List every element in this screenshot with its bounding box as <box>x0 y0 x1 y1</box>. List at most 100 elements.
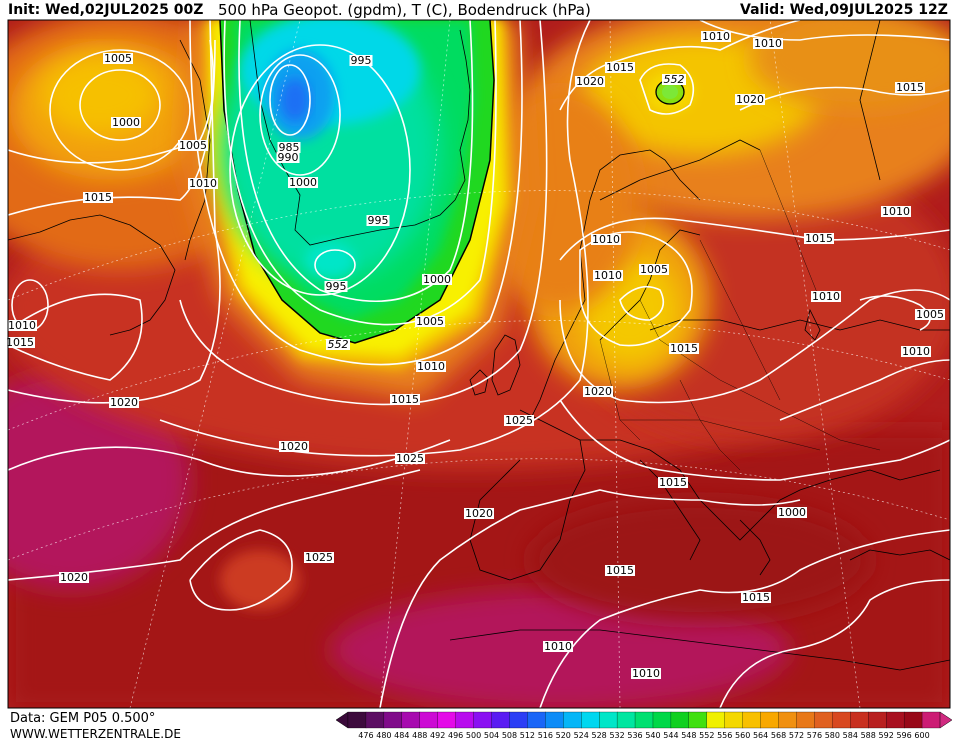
isobar-label: 1005 <box>179 139 207 152</box>
legend-tick: 548 <box>681 731 696 740</box>
isobar-label: 995 <box>326 280 347 293</box>
isobar-label: 1000 <box>778 506 806 519</box>
legend-swatch <box>581 711 600 729</box>
isobar-label: 1020 <box>110 396 138 409</box>
data-source: Data: GEM P05 0.500° <box>10 711 156 726</box>
isobar-label: 1025 <box>396 452 424 465</box>
legend-swatch <box>437 711 457 729</box>
isobar-label: 1025 <box>305 551 333 564</box>
legend-swatch <box>832 711 851 729</box>
legend-tick: 500 <box>466 731 481 740</box>
website-link[interactable]: WWW.WETTERZENTRALE.DE <box>10 727 181 741</box>
legend-tick: 556 <box>717 731 732 740</box>
isobar-label: 1015 <box>606 564 634 577</box>
isobar-label: 1020 <box>584 385 612 398</box>
geopotential-label-ne: 552 <box>664 73 685 86</box>
isobar-label: 1015 <box>670 342 698 355</box>
legend-swatch <box>903 711 923 729</box>
isobar-label: 1010 <box>882 205 910 218</box>
isobar-label: 1010 <box>902 345 930 358</box>
init-time: Init: Wed,02JUL2025 00Z <box>8 2 204 18</box>
isobar-label: 1000 <box>112 116 140 129</box>
legend-swatch <box>563 711 582 729</box>
valid-time: Valid: Wed,09JUL2025 12Z <box>740 2 948 18</box>
legend-tick: 476 <box>358 731 373 740</box>
legend-tick: 484 <box>394 731 409 740</box>
isobar-label: 995 <box>351 54 372 67</box>
legend-swatch <box>419 711 439 729</box>
legend-tick: 524 <box>574 731 589 740</box>
isobar-label: 990 <box>278 151 299 164</box>
isobar-label: 1025 <box>505 414 533 427</box>
legend-swatch <box>742 711 762 729</box>
legend-tick: 516 <box>538 731 553 740</box>
legend-tick: 576 <box>807 731 822 740</box>
legend-swatch <box>634 711 654 729</box>
legend-tick: 508 <box>502 731 517 740</box>
legend-swatch <box>527 711 546 729</box>
legend-swatch <box>347 711 367 729</box>
legend-swatch <box>401 711 421 729</box>
legend-swatch <box>814 711 833 729</box>
color-scale-legend: 476 480 484 488 492 496 500 504 508 512 516 520 524 5… <box>335 711 953 740</box>
legend-tick: 492 <box>430 731 445 740</box>
legend-tick: 560 <box>735 731 750 740</box>
legend-swatch <box>796 711 815 729</box>
legend-tick: 496 <box>448 731 463 740</box>
coastlines <box>8 20 950 671</box>
legend-swatch <box>886 711 905 729</box>
legend-swatch <box>473 711 492 729</box>
isobar-label: 1010 <box>594 269 622 282</box>
isobar-label: 1010 <box>754 37 782 50</box>
isobar-label: 1000 <box>289 176 317 189</box>
isobar-label: 1020 <box>736 93 764 106</box>
isobar-label: 1010 <box>8 319 36 332</box>
isobar-label: 1020 <box>576 75 604 88</box>
legend-swatch <box>383 711 403 729</box>
legend-tick: 544 <box>663 731 678 740</box>
legend-tick: 540 <box>645 731 660 740</box>
isobar-label: 995 <box>368 214 389 227</box>
isobar-label: 1005 <box>104 52 132 65</box>
legend-swatch <box>545 711 564 729</box>
chart-title: 500 hPa Geopot. (gpdm), T (C), Bodendruc… <box>218 1 591 19</box>
geopotential-label: 552 <box>328 338 349 351</box>
isobar-label: 1020 <box>60 571 88 584</box>
isobar-label: 1005 <box>416 315 444 328</box>
legend-arrow-left <box>335 711 349 729</box>
legend-tick: 600 <box>914 731 929 740</box>
legend-swatch <box>670 711 690 729</box>
legend-swatch <box>491 711 510 729</box>
legend-swatch <box>688 711 708 729</box>
isobar-label: 985 <box>279 141 300 154</box>
isobar-label: 1015 <box>805 232 833 245</box>
legend-tick: 504 <box>484 731 499 740</box>
isobar-label: 1000 <box>423 273 451 286</box>
legend-tick: 552 <box>699 731 714 740</box>
legend-swatch <box>706 711 726 729</box>
isobar-label: 1015 <box>896 81 924 94</box>
legend-tick: 596 <box>896 731 911 740</box>
isobar-label: 1010 <box>632 667 660 680</box>
legend-tick: 512 <box>520 731 535 740</box>
isobar-label: 1010 <box>812 290 840 303</box>
legend-tick: 580 <box>825 731 840 740</box>
legend-tick: 588 <box>861 731 876 740</box>
temperature-field <box>8 20 950 708</box>
isobar-label: 1015 <box>659 476 687 489</box>
legend-tick: 532 <box>609 731 624 740</box>
isobar-label: 1010 <box>417 360 445 373</box>
isobar-label: 1010 <box>592 233 620 246</box>
legend-tick: 520 <box>556 731 571 740</box>
legend-swatch <box>760 711 779 729</box>
legend-tick: 568 <box>771 731 786 740</box>
isobar-label: 1010 <box>544 640 572 653</box>
legend-swatch <box>365 711 385 729</box>
legend-tick: 584 <box>843 731 858 740</box>
legend-tick: 572 <box>789 731 804 740</box>
legend-swatch <box>921 711 941 729</box>
isobar-label: 1015 <box>742 591 770 604</box>
isobar-label: 1020 <box>465 507 493 520</box>
